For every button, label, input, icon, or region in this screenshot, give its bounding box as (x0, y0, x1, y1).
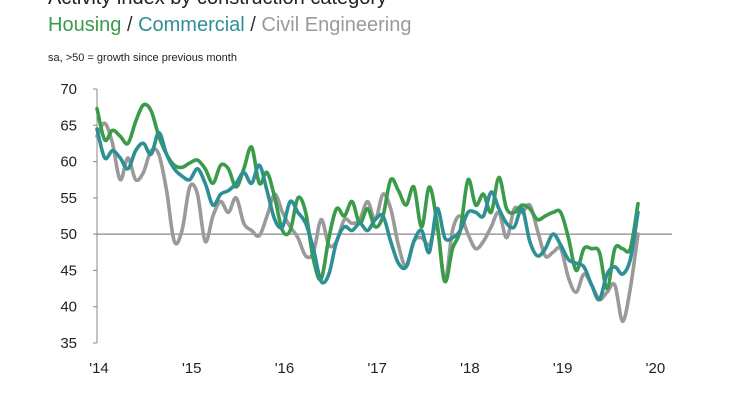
y-tick-label: 65 (60, 117, 77, 134)
y-tick-label: 60 (60, 154, 77, 171)
legend-commercial: Commercial (138, 14, 245, 36)
x-tick-label: '19 (553, 360, 573, 377)
y-tick-label: 40 (60, 299, 77, 316)
series-line-commercial (95, 127, 640, 302)
x-tick-label: '18 (460, 360, 480, 377)
legend: Housing / Commercial / Civil Engineering (48, 14, 412, 37)
legend-separator: / (244, 14, 262, 36)
series-line-housing (95, 102, 640, 291)
x-tick-label: '16 (275, 360, 295, 377)
chart-subtitle: sa, >50 = growth since previous month (48, 52, 237, 64)
legend-civil-engineering: Civil Engineering (261, 14, 412, 36)
x-tick-label: '17 (367, 360, 387, 377)
y-tick-label: 55 (60, 190, 77, 207)
y-tick-label: 50 (60, 226, 77, 243)
x-tick-label: '14 (89, 360, 109, 377)
legend-separator: / (121, 14, 139, 36)
y-tick-label: 35 (60, 335, 77, 352)
series-line-civil-engineering (95, 121, 640, 324)
chart-title: Activity index by construction category (48, 0, 387, 10)
x-tick-label: '20 (646, 360, 666, 377)
y-tick-label: 70 (60, 81, 77, 98)
legend-housing: Housing (48, 14, 122, 36)
x-tick-label: '15 (182, 360, 202, 377)
y-tick-label: 45 (60, 262, 77, 279)
